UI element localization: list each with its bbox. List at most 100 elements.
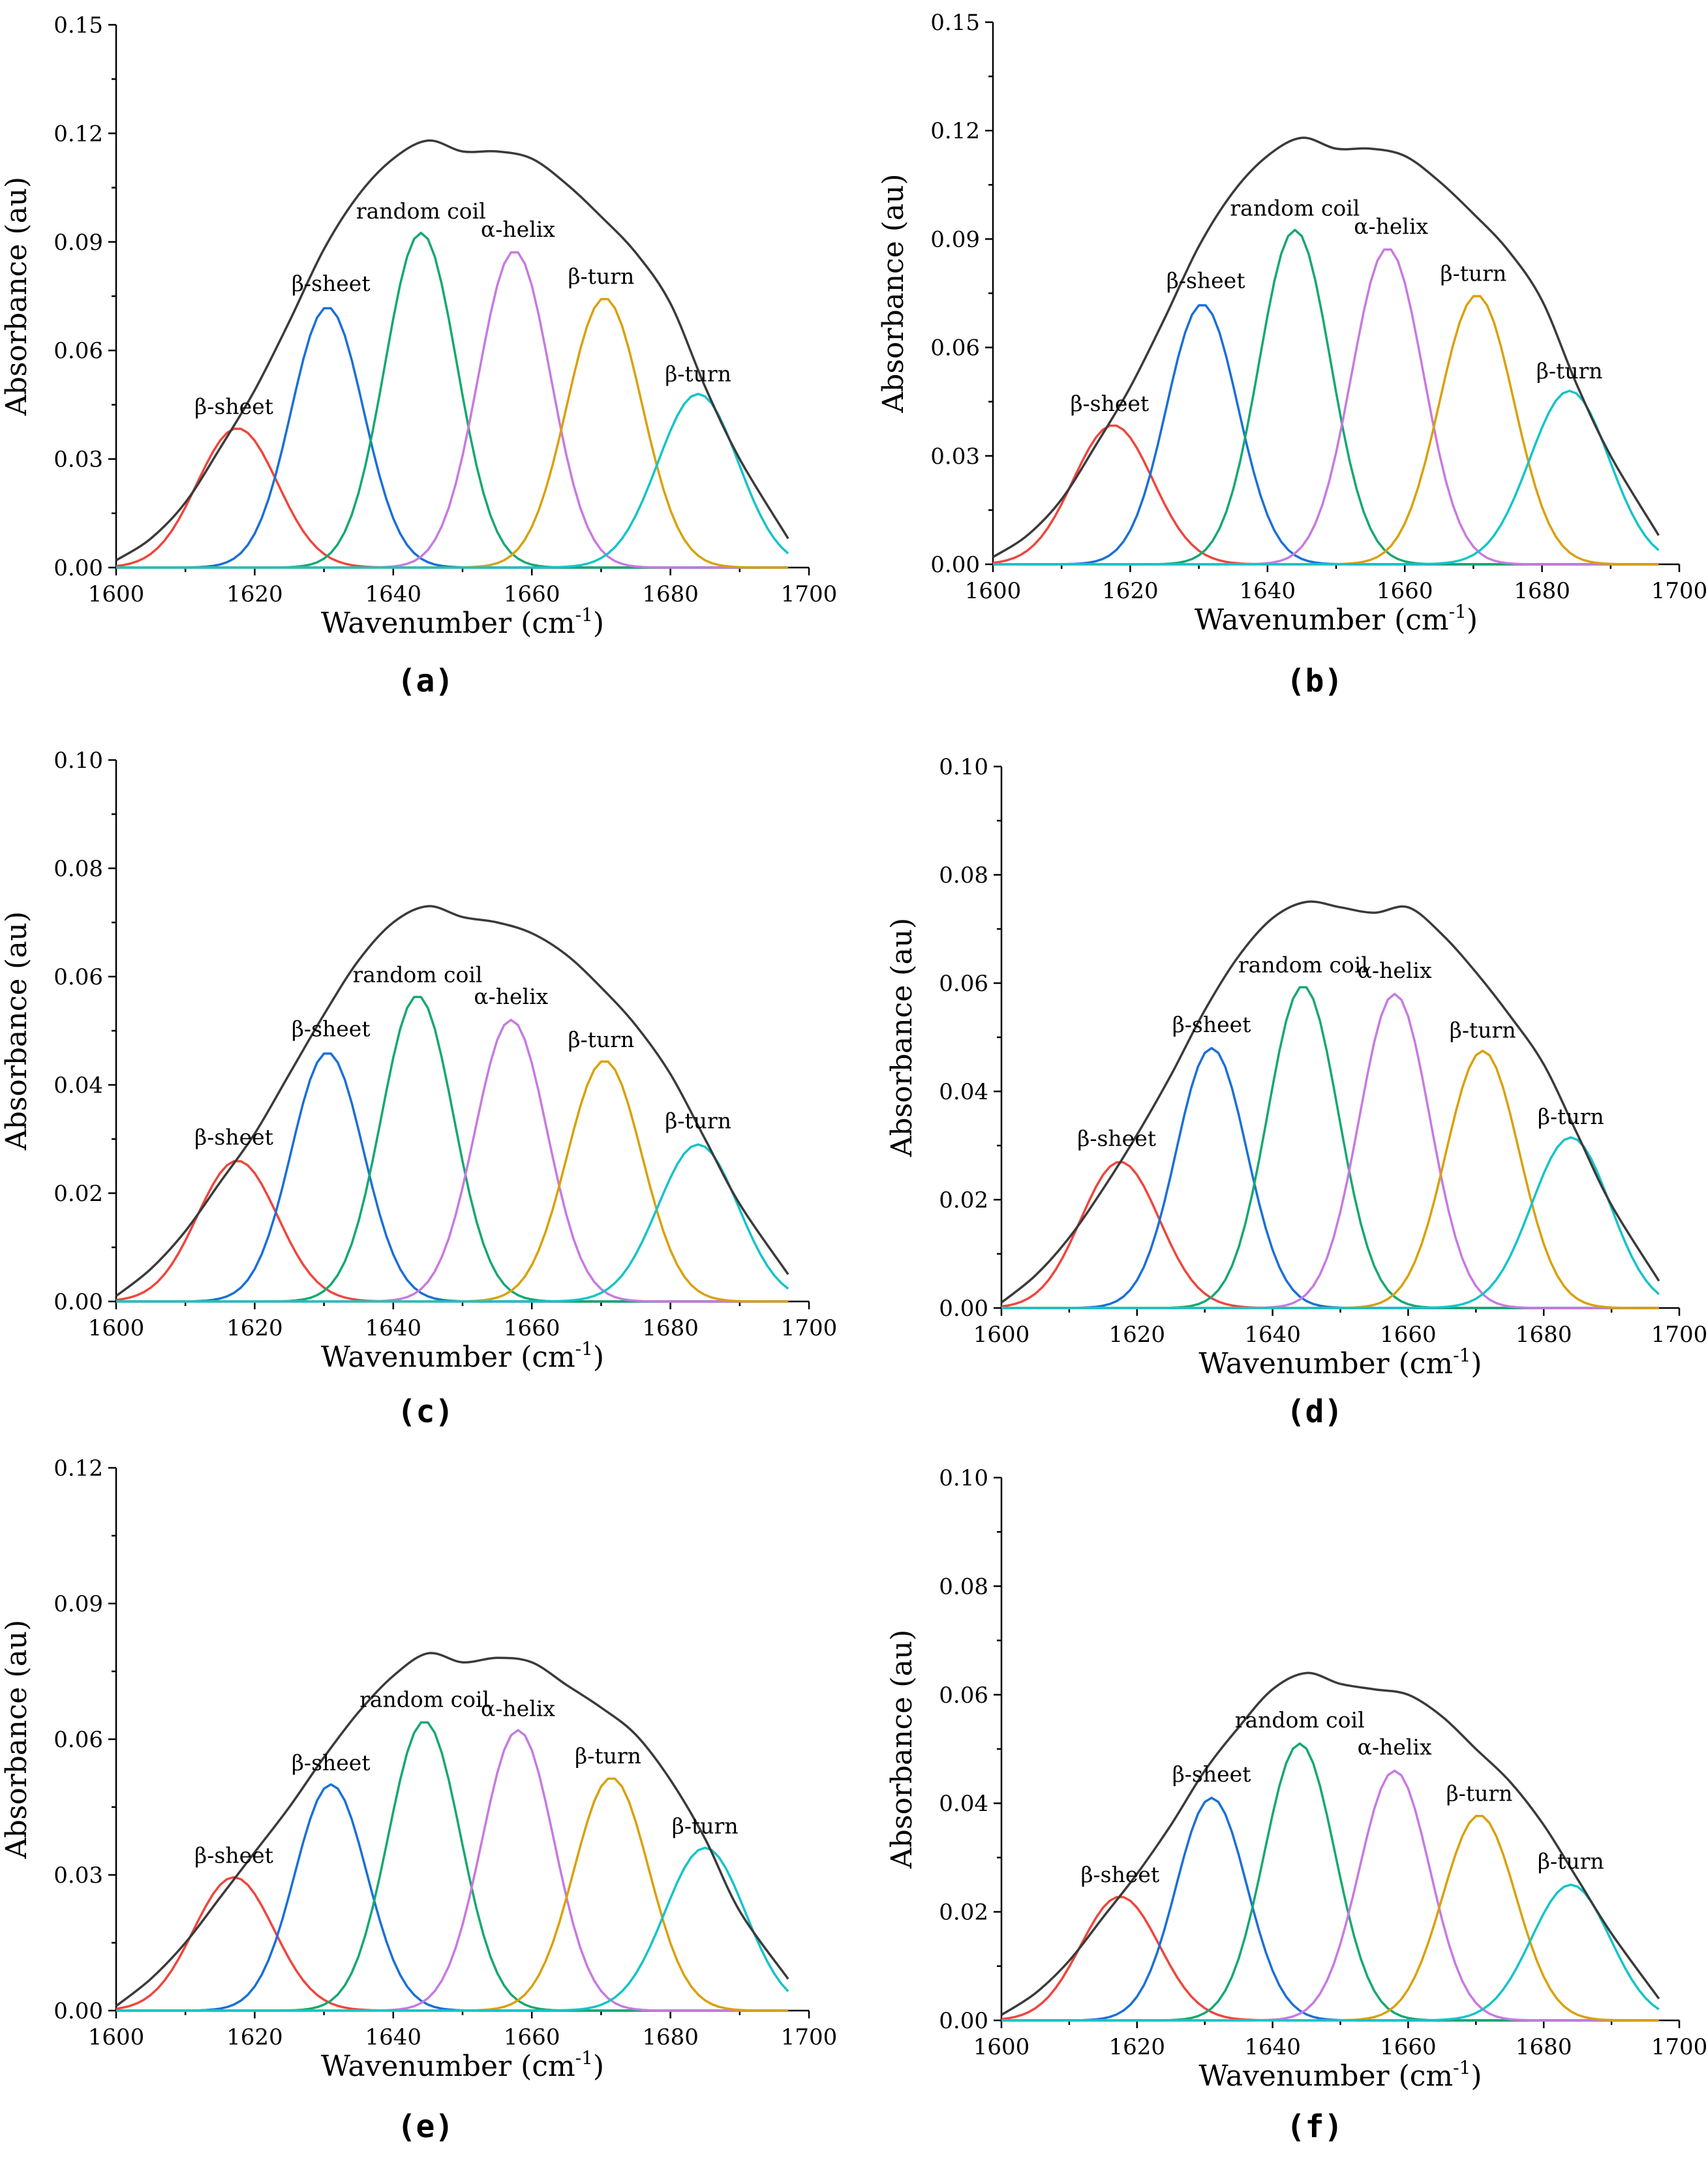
- x-tick-label-d: 1640: [1244, 1322, 1301, 1348]
- y-tick-label-e: 0.06: [53, 1727, 103, 1753]
- x-tick-label-b: 1700: [1651, 578, 1708, 604]
- y-tick-label-b: 0.03: [930, 444, 980, 470]
- panel-label-c: (c): [397, 1393, 454, 1430]
- y-tick-label-c: 0.08: [53, 856, 103, 882]
- series-line-beta-turn-2: [116, 1846, 789, 2012]
- y-axis-title-c: Absorbance (au): [0, 911, 33, 1151]
- peak-label: β-turn: [575, 1743, 641, 1769]
- x-tick-label-f: 1600: [973, 2034, 1030, 2060]
- panel-label-f: (f): [1287, 2108, 1343, 2145]
- x-tick-label-b: 1660: [1377, 578, 1433, 604]
- peak-label: β-sheet: [1080, 1862, 1159, 1887]
- peak-label: β-turn: [1538, 1104, 1604, 1129]
- peak-label: β-turn: [1441, 260, 1507, 286]
- x-tick-label-e: 1620: [226, 2024, 283, 2050]
- series-line-beta-turn-2: [116, 1143, 789, 1303]
- x-tick-label-e: 1660: [504, 2024, 560, 2050]
- y-axis-title-e: Absorbance (au): [0, 1620, 33, 1859]
- x-tick-label-d: 1600: [973, 1322, 1030, 1348]
- x-axis-title-b: Wavenumber (cm-1): [1195, 601, 1478, 637]
- x-axis-title-end: ): [593, 607, 604, 640]
- peak-label: α-helix: [1358, 1735, 1432, 1760]
- y-tick-label-d: 0.10: [939, 754, 988, 780]
- y-tick-label-a: 0.06: [53, 338, 103, 364]
- peak-label: β-turn: [568, 264, 635, 289]
- envelope-line: [115, 1652, 789, 2007]
- peak-label: β-turn: [665, 1108, 731, 1134]
- x-axis-title-superscript: -1: [1449, 601, 1467, 622]
- y-tick-label-e: 0.09: [53, 1591, 103, 1617]
- peak-label: β-sheet: [194, 1843, 273, 1868]
- y-tick-label-e: 0.03: [53, 1863, 103, 1889]
- x-axis-title-f: Wavenumber (cm-1): [1198, 2057, 1482, 2093]
- y-tick-label-f: 0.00: [939, 2008, 988, 2034]
- peak-label: β-sheet: [1077, 1125, 1156, 1151]
- peak-label: β-sheet: [1167, 268, 1245, 294]
- x-tick-label-b: 1620: [1102, 578, 1159, 604]
- x-axis-title-c: Wavenumber (cm-1): [321, 1338, 604, 1374]
- peak-label: α-helix: [481, 217, 555, 242]
- x-axis-title-end: ): [593, 2050, 604, 2083]
- x-tick-label-d: 1660: [1380, 1322, 1437, 1348]
- peak-label: α-helix: [481, 1696, 555, 1721]
- panel-label-d: (d): [1287, 1393, 1343, 1430]
- y-tick-label-f: 0.06: [939, 1682, 988, 1709]
- x-tick-label-d: 1700: [1651, 1322, 1708, 1348]
- x-tick-label-b: 1680: [1514, 578, 1570, 604]
- x-axis-title-end: ): [1467, 603, 1478, 637]
- x-tick-label-a: 1600: [88, 581, 145, 607]
- y-tick-label-e: 0.00: [53, 1998, 103, 2024]
- x-tick-label-a: 1680: [642, 581, 699, 607]
- y-tick-label-a: 0.09: [53, 230, 103, 256]
- y-axis-title-d: Absorbance (au): [885, 918, 919, 1157]
- peak-label: β-turn: [665, 361, 731, 387]
- x-axis-title-main: Wavenumber (cm: [321, 1341, 575, 1374]
- x-tick-label-a: 1660: [504, 581, 560, 607]
- x-tick-label-c: 1640: [365, 1315, 422, 1341]
- x-axis-title-superscript: -1: [1453, 1345, 1471, 1366]
- y-tick-label-c: 0.02: [53, 1181, 103, 1207]
- envelope-line: [115, 139, 789, 562]
- y-tick-label-d: 0.00: [939, 1296, 988, 1322]
- x-axis-title-a: Wavenumber (cm-1): [321, 604, 604, 640]
- peak-label: α-helix: [474, 984, 548, 1009]
- x-axis-title-main: Wavenumber (cm: [321, 607, 575, 640]
- y-axis-title-b: Absorbance (au): [877, 174, 910, 413]
- series-line-beta-turn-2: [116, 393, 789, 569]
- x-tick-label-b: 1640: [1240, 578, 1296, 604]
- peak-label: β-sheet: [194, 394, 273, 419]
- panel-a: 1600 1620 1640 1660 1680 1700 0.00 0.03 0.06 0.09…: [0, 12, 837, 699]
- panel-e: 1600 1620 1640 1660 1680 1700 0.00 0.03 0.06 0.09…: [0, 1455, 837, 2145]
- x-tick-label-f: 1700: [1651, 2034, 1708, 2060]
- x-axis-title-d: Wavenumber (cm-1): [1198, 1345, 1482, 1380]
- y-tick-label-c: 0.00: [53, 1289, 103, 1315]
- peak-label: β-sheet: [1070, 391, 1149, 416]
- y-tick-label-a: 0.15: [53, 12, 103, 38]
- y-tick-label-a: 0.12: [53, 121, 103, 147]
- y-tick-label-b: 0.12: [930, 118, 980, 144]
- x-tick-label-a: 1640: [365, 581, 422, 607]
- y-tick-label-b: 0.00: [930, 552, 980, 578]
- y-tick-label-d: 0.04: [939, 1079, 988, 1105]
- peak-label: β-turn: [672, 1814, 739, 1839]
- panel-c: 1600 1620 1640 1660 1680 1700 0.00 0.02 0.04 0.06…: [0, 748, 837, 1430]
- panel-label-e: (e): [397, 2108, 454, 2145]
- peak-label: random coil: [1238, 952, 1368, 978]
- peak-label: β-sheet: [1172, 1761, 1251, 1787]
- y-tick-label-c: 0.06: [53, 964, 103, 990]
- panel-d: 1600 1620 1640 1660 1680 1700 0.00 0.02 0.04 0.06…: [885, 754, 1707, 1430]
- x-tick-label-f: 1660: [1380, 2034, 1437, 2060]
- y-tick-label-b: 0.09: [930, 226, 980, 252]
- y-tick-label-f: 0.04: [939, 1791, 988, 1817]
- x-axis-title-main: Wavenumber (cm: [1198, 2060, 1453, 2093]
- peak-label: β-turn: [1446, 1780, 1513, 1806]
- y-axis-title-a: Absorbance (au): [0, 177, 33, 416]
- x-axis-title-e: Wavenumber (cm-1): [321, 2047, 604, 2083]
- peak-label: β-sheet: [292, 1750, 371, 1775]
- x-axis-title-superscript: -1: [575, 1338, 593, 1360]
- peak-label: β-turn: [1450, 1017, 1516, 1042]
- x-tick-label-e: 1700: [781, 2024, 838, 2050]
- peak-label: α-helix: [1358, 958, 1432, 983]
- y-tick-label-d: 0.08: [939, 862, 988, 889]
- x-axis-title-end: ): [593, 1341, 604, 1374]
